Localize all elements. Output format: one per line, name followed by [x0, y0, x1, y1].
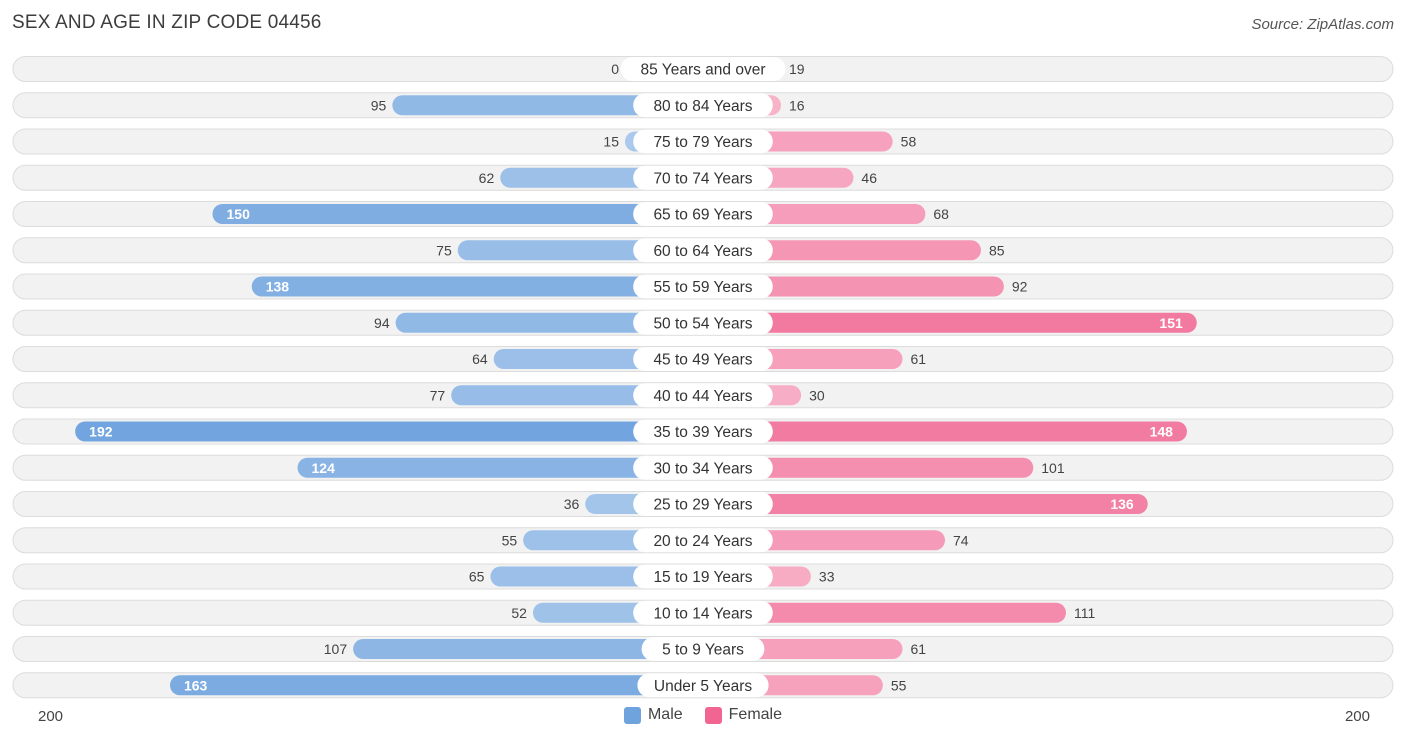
female-value-label: 33	[819, 569, 835, 585]
female-bar	[703, 421, 1187, 442]
male-value-label: 124	[312, 460, 336, 476]
category-label: 65 to 69 Years	[653, 207, 752, 224]
female-value-label: 19	[789, 61, 805, 77]
category-pill	[633, 165, 773, 190]
female-swatch	[704, 706, 722, 724]
male-bar	[392, 95, 703, 116]
female-value-label: 136	[1110, 496, 1134, 512]
male-value-label: 75	[436, 242, 452, 258]
category-pill	[633, 238, 773, 263]
female-value-label: 16	[789, 97, 805, 113]
category-pill	[641, 637, 765, 661]
female-value-label: 55	[891, 677, 907, 693]
male-value-label: 0	[611, 61, 619, 77]
female-value-label: 68	[933, 206, 949, 222]
legend-item-female: Female	[704, 706, 783, 724]
female-value-label: 92	[1012, 279, 1028, 295]
category-label: 45 to 49 Years	[653, 352, 752, 369]
female-bar	[703, 240, 981, 261]
female-value-label: 61	[910, 351, 926, 367]
female-bar	[703, 457, 1034, 478]
male-value-label: 138	[266, 279, 290, 295]
female-bar	[703, 312, 1197, 333]
category-label: 10 to 14 Years	[653, 605, 752, 622]
male-value-label: 15	[603, 134, 619, 150]
category-pill	[633, 600, 773, 625]
category-pill	[633, 419, 773, 444]
female-value-label: 101	[1041, 460, 1065, 476]
legend-label-female: Female	[728, 706, 783, 723]
male-bar	[395, 312, 703, 333]
female-bar	[703, 602, 1066, 623]
category-label: 20 to 24 Years	[653, 533, 752, 550]
male-value-label: 36	[564, 496, 580, 512]
female-value-label: 151	[1159, 315, 1183, 331]
male-value-label: 192	[89, 424, 113, 440]
category-label: 80 to 84 Years	[653, 98, 752, 115]
category-pill	[633, 455, 773, 480]
male-value-label: 107	[324, 641, 348, 657]
male-value-label: 95	[371, 97, 387, 113]
category-pill	[633, 274, 773, 299]
category-label: 70 to 74 Years	[653, 170, 752, 187]
category-pill	[633, 492, 773, 516]
category-label: 35 to 39 Years	[653, 424, 752, 441]
male-value-label: 62	[479, 170, 495, 186]
male-bar	[75, 421, 703, 442]
category-label: Under 5 Years	[654, 678, 752, 695]
axis-left-label: 200	[38, 708, 64, 725]
male-value-label: 163	[184, 677, 208, 693]
category-pill	[633, 347, 773, 371]
category-pill	[633, 564, 773, 589]
legend-item-male: Male	[623, 706, 683, 724]
male-bar	[251, 276, 704, 297]
category-label: 25 to 29 Years	[653, 497, 752, 514]
female-value-label: 74	[953, 532, 969, 548]
category-label: 5 to 9 Years	[662, 642, 744, 659]
male-value-label: 52	[511, 605, 527, 621]
female-bar	[703, 276, 1004, 297]
legend: Male Female	[0, 706, 1406, 724]
male-bar	[297, 457, 703, 478]
male-bar	[212, 204, 703, 224]
female-value-label: 85	[989, 242, 1005, 258]
male-bar	[169, 675, 704, 696]
female-value-label: 148	[1150, 424, 1174, 440]
male-value-label: 64	[472, 351, 488, 367]
category-pill	[633, 383, 773, 408]
chart-title: SEX AND AGE IN ZIP CODE 04456	[12, 12, 322, 33]
category-label: 60 to 64 Years	[653, 243, 752, 260]
category-label: 50 to 54 Years	[653, 315, 752, 332]
male-swatch	[623, 706, 641, 724]
female-value-label: 61	[910, 641, 926, 657]
category-label: 75 to 79 Years	[653, 134, 752, 151]
female-value-label: 58	[901, 134, 917, 150]
category-pill	[620, 57, 786, 81]
category-pill	[637, 673, 769, 698]
female-bar	[703, 494, 1148, 514]
category-pill	[633, 528, 773, 553]
male-value-label: 94	[374, 315, 390, 331]
axis-right-label: 200	[1344, 708, 1370, 725]
male-value-label: 55	[502, 532, 518, 548]
category-label: 30 to 34 Years	[653, 460, 752, 477]
legend-label-male: Male	[647, 706, 683, 723]
category-label: 55 to 59 Years	[653, 279, 752, 296]
category-pill	[633, 310, 773, 335]
category-label: 85 Years and over	[641, 62, 766, 79]
male-value-label: 65	[469, 569, 485, 585]
male-value-label: 150	[227, 206, 251, 222]
female-value-label: 46	[861, 170, 877, 186]
category-label: 15 to 19 Years	[653, 569, 752, 586]
category-label: 40 to 44 Years	[653, 388, 752, 405]
category-pill	[633, 129, 773, 154]
male-value-label: 77	[430, 387, 446, 403]
source-note: Source: ZipAtlas.com	[1251, 16, 1394, 33]
category-pill	[633, 202, 773, 226]
female-value-label: 111	[1074, 605, 1095, 621]
female-value-label: 30	[809, 387, 825, 403]
male-bar	[353, 639, 703, 659]
category-pill	[633, 93, 773, 118]
